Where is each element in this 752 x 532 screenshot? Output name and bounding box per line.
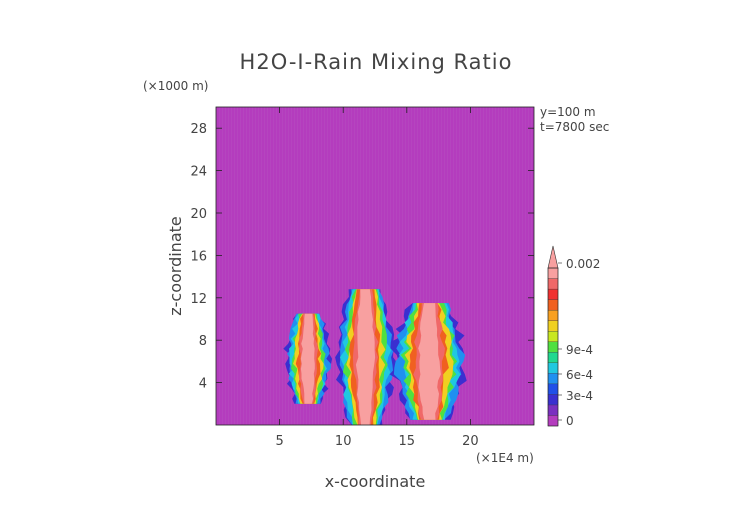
colorbar (547, 245, 559, 427)
y-tick-label: 4 (199, 377, 207, 392)
x-unit-label: (×1E4 m) (476, 451, 534, 465)
y-tick-label: 28 (190, 122, 207, 137)
y-tick-label: 16 (190, 249, 207, 264)
x-tick-label: 5 (275, 434, 283, 449)
y-axis-label: z-coordinate (166, 216, 185, 316)
colorbar-segment (547, 404, 559, 416)
colorbar-segment (547, 373, 559, 385)
colorbar-segment (547, 383, 559, 395)
y-tick-label: 24 (190, 165, 207, 180)
colorbar-tick-label: 6e-4 (566, 368, 593, 382)
colorbar-segment (547, 331, 559, 342)
colorbar-segment (547, 267, 559, 279)
x-axis-ticks: 5 10 15 20 (275, 107, 479, 449)
y-tick-label: 8 (199, 334, 207, 349)
x-tick-label: 20 (462, 434, 479, 449)
x-tick-label: 15 (399, 434, 416, 449)
x-tick-label: 10 (335, 434, 352, 449)
y-axis-ticks: 4 8 12 16 20 24 28 (190, 122, 534, 392)
colorbar-segment (547, 362, 559, 374)
colorbar-frame (547, 267, 559, 427)
rain-field (283, 289, 467, 425)
plume-band (300, 313, 315, 404)
colorbar-labels: 0 3e-4 6e-4 9e-4 0.002 (558, 257, 600, 428)
colorbar-tick-label: 0.002 (566, 257, 600, 271)
annotation-t: t=7800 sec (540, 120, 609, 134)
colorbar-segment (547, 288, 559, 300)
annotation-y: y=100 m (540, 105, 596, 119)
y-tick-label: 12 (190, 292, 207, 307)
x-axis-label: x-coordinate (325, 472, 426, 491)
plume-band (418, 303, 441, 420)
colorbar-segment (547, 320, 559, 332)
y-tick-label: 20 (190, 207, 207, 222)
y-unit-label: (×1000 m) (143, 79, 208, 93)
colorbar-segment (547, 341, 559, 353)
colorbar-segment (547, 309, 559, 321)
colorbar-tick-label: 3e-4 (566, 389, 593, 403)
plume-band (355, 289, 376, 425)
colorbar-segment (547, 394, 559, 406)
colorbar-segment (547, 299, 559, 311)
colorbar-segment (547, 278, 559, 290)
colorbar-extend-triangle (547, 245, 559, 269)
colorbar-segment (547, 415, 559, 427)
chart-title: H2O-I-Rain Mixing Ratio (240, 50, 513, 74)
colorbar-segment (547, 352, 559, 363)
colorbar-tick-label: 0 (566, 414, 574, 428)
plot-frame (215, 106, 535, 426)
colorbar-tick-label: 9e-4 (566, 343, 593, 357)
